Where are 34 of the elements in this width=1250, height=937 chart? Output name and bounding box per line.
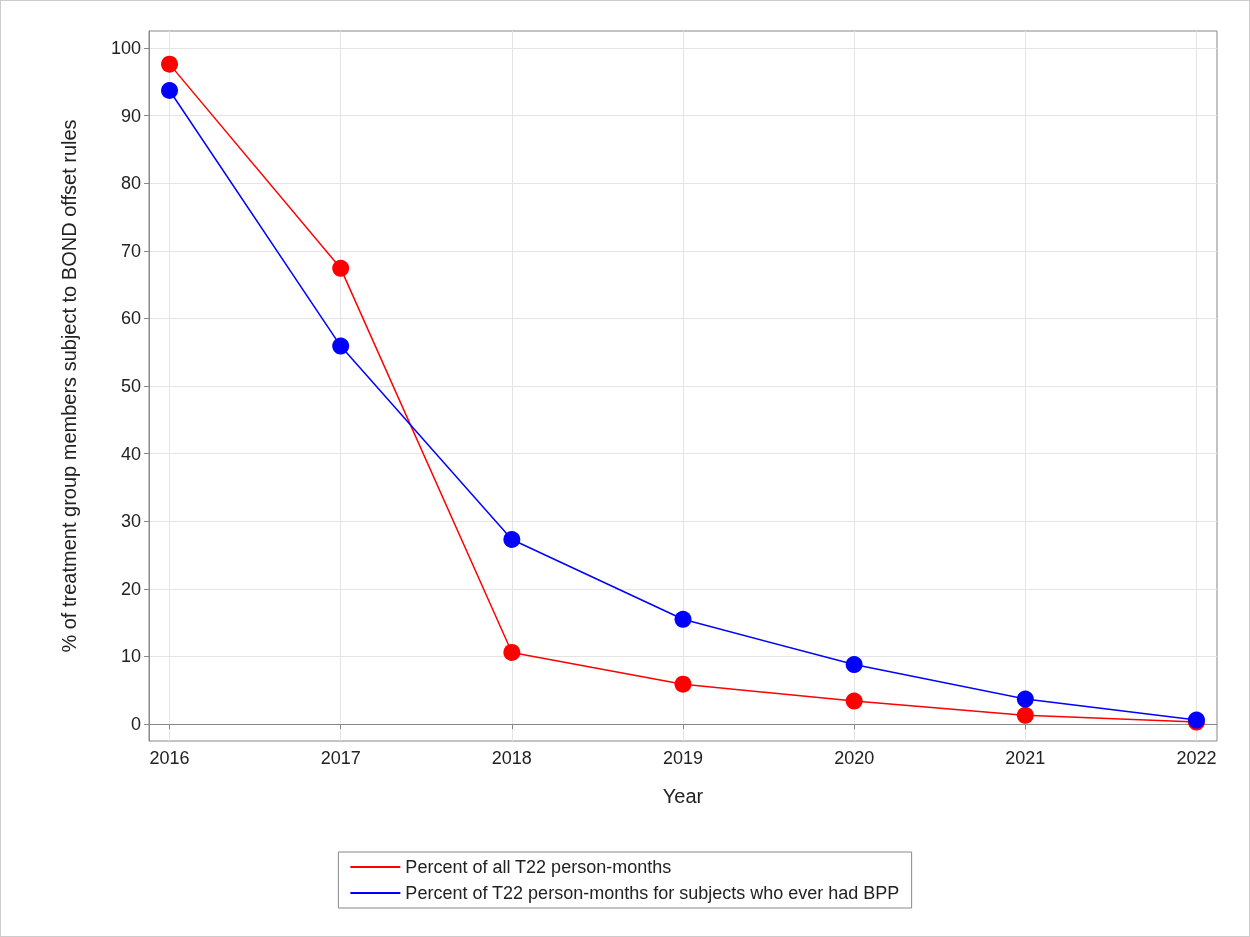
x-tick-label: 2018	[491, 748, 532, 768]
point	[845, 656, 863, 674]
y-tick-label: 90	[120, 105, 141, 126]
x-tick-label: 2021	[1005, 748, 1046, 768]
y-tick-label: 0	[130, 714, 141, 735]
y-tick-label: 70	[120, 240, 141, 261]
y-tick-label: 20	[120, 578, 141, 599]
y-tick-label: 80	[120, 173, 141, 194]
y-tick-label: 100	[110, 37, 141, 58]
y-tick-label: 10	[120, 646, 141, 667]
y-tick-label: 50	[120, 376, 141, 396]
point	[503, 531, 521, 548]
point	[332, 259, 350, 277]
point	[161, 82, 179, 99]
point	[161, 55, 179, 73]
x-tick-label: 2016	[149, 748, 190, 768]
point	[503, 643, 521, 661]
x-tick-label: 2019	[662, 748, 704, 768]
point	[845, 692, 863, 710]
point	[1016, 690, 1034, 708]
point	[1016, 706, 1034, 724]
legend-label: Percent of all T22 person-months	[405, 857, 672, 877]
y-axis-title: % of treatment group members subject to BOND offset rules	[58, 119, 80, 653]
y-tick-label: 60	[120, 308, 141, 329]
point	[332, 337, 350, 355]
x-tick-label: 2022	[1176, 748, 1217, 768]
legend-label: Percent of T22 person-months for subjects who ever had BPP	[405, 883, 900, 903]
point	[674, 610, 692, 628]
x-tick-label: 2017	[320, 748, 361, 768]
y-tick-label: 40	[120, 443, 141, 464]
point	[674, 675, 692, 693]
x-axis-title: Year	[662, 785, 704, 807]
x-tick-label: 2020	[834, 748, 875, 768]
y-tick-label: 30	[120, 511, 141, 532]
